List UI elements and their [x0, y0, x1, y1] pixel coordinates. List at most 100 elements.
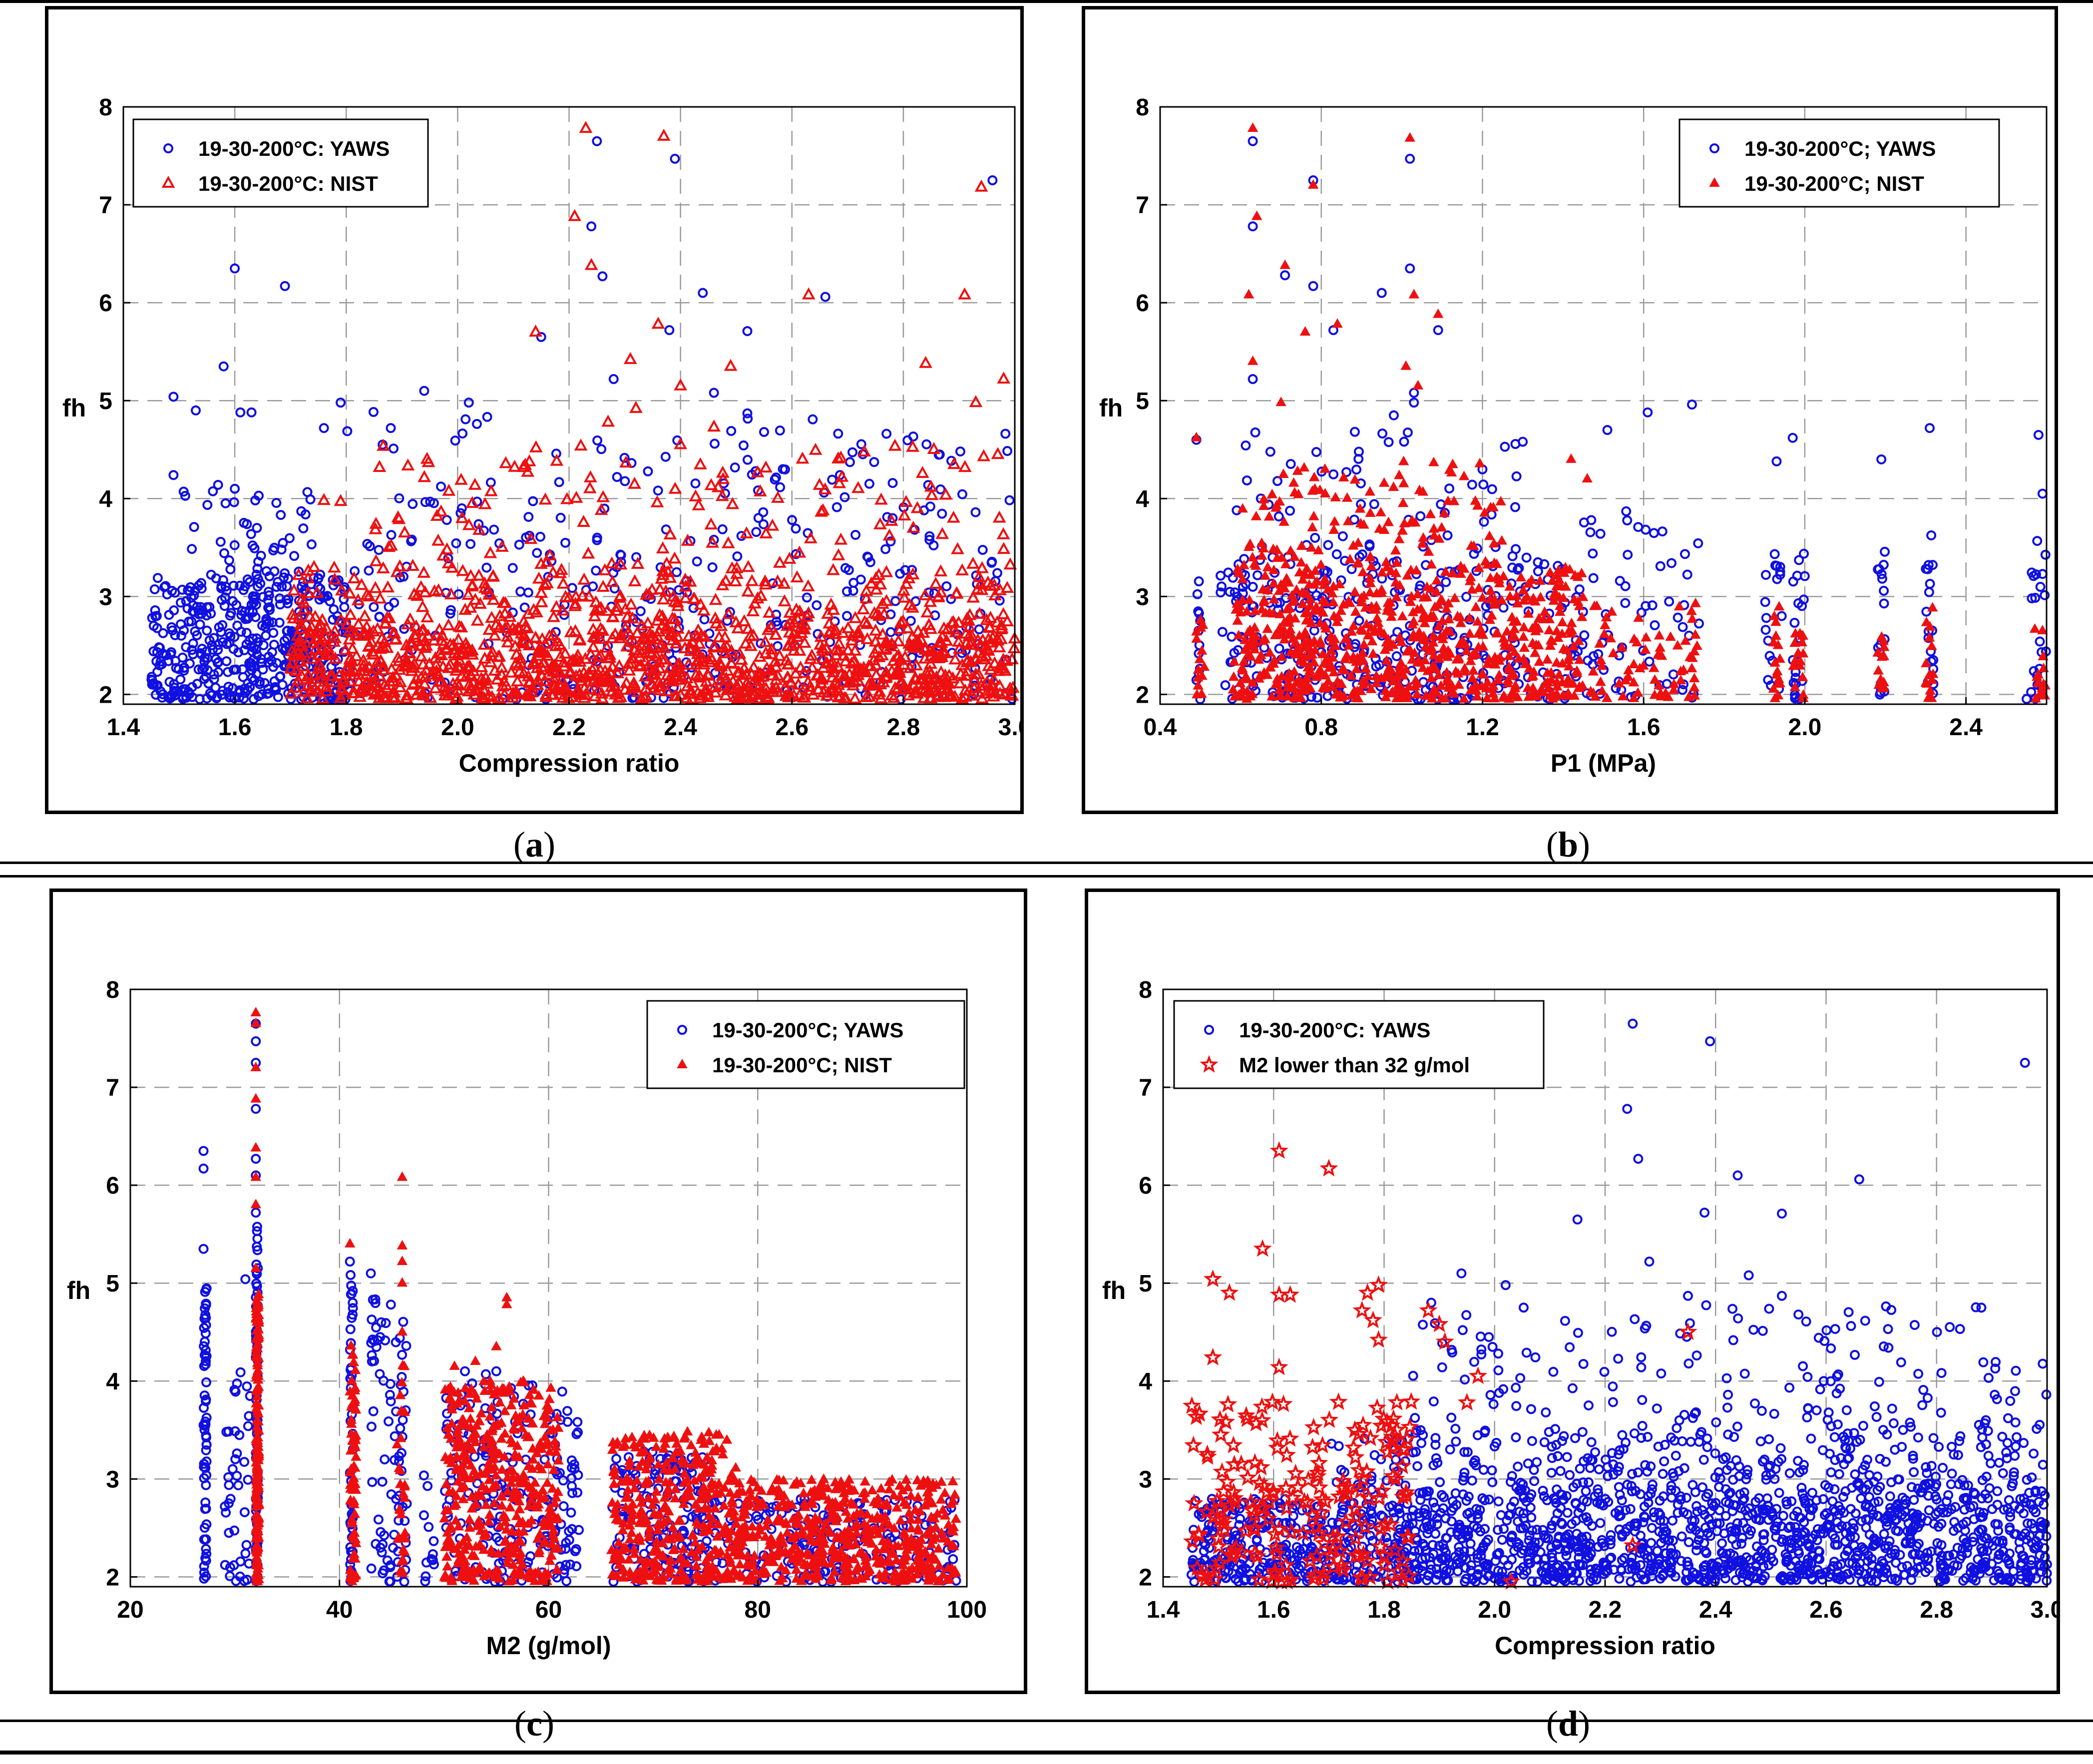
data-point	[147, 613, 157, 623]
data-point	[669, 636, 683, 649]
data-point	[490, 672, 504, 685]
data-point	[1289, 613, 1300, 623]
data-point	[927, 441, 941, 454]
data-point	[1348, 540, 1359, 550]
data-point	[474, 660, 488, 672]
data-point	[643, 466, 653, 476]
data-point	[339, 602, 350, 612]
data-point	[369, 581, 383, 593]
data-point	[1602, 692, 1613, 702]
data-point	[325, 668, 339, 681]
data-point	[282, 626, 292, 636]
data-point	[239, 1576, 250, 1586]
data-point	[217, 620, 228, 630]
y-tick-label: 2	[1136, 682, 1149, 708]
data-point	[668, 551, 682, 564]
data-point	[398, 1415, 408, 1425]
data-point	[1680, 635, 1691, 645]
data-point	[517, 666, 530, 679]
data-point	[243, 1474, 253, 1485]
data-point	[517, 614, 531, 627]
chart-a-svg: 1.41.61.82.02.22.42.62.83.02345678Compre…	[62, 94, 1020, 777]
data-point	[345, 1257, 355, 1267]
data-point	[680, 671, 694, 684]
y-tick-label: 3	[99, 584, 112, 610]
data-point	[1788, 660, 1799, 670]
legend-label: 19-30-200°C; YAWS	[1744, 137, 1936, 160]
data-point	[1299, 607, 1311, 617]
data-point	[366, 1563, 377, 1574]
data-point	[1617, 691, 1629, 701]
data-point	[1328, 581, 1339, 591]
data-point	[868, 634, 882, 647]
data-point	[284, 533, 295, 543]
data-point	[768, 654, 782, 667]
data-point	[432, 622, 446, 635]
data-point	[1568, 641, 1579, 651]
data-point	[440, 542, 454, 555]
data-point	[377, 561, 390, 574]
data-point	[2040, 590, 2050, 600]
data-point	[469, 1451, 480, 1462]
data-point	[503, 609, 517, 622]
data-point	[924, 667, 938, 680]
data-point	[1337, 531, 1348, 541]
data-point	[1518, 584, 1529, 594]
data-point	[1411, 689, 1423, 699]
data-point	[473, 519, 484, 529]
data-point	[790, 570, 804, 583]
data-point	[352, 617, 366, 630]
data-point	[1275, 397, 1286, 407]
data-point	[873, 577, 887, 590]
x-tick-label: 2.8	[887, 714, 920, 741]
data-point	[462, 518, 476, 530]
data-point	[1677, 685, 1687, 695]
data-point	[2030, 693, 2041, 703]
data-point	[371, 1322, 382, 1332]
data-point	[789, 666, 803, 679]
data-point	[1248, 374, 1258, 385]
data-point	[294, 566, 304, 577]
data-point	[571, 1544, 581, 1554]
data-point	[920, 1520, 930, 1530]
x-tick-label: 2.0	[441, 714, 474, 741]
data-point	[1433, 325, 1443, 336]
bottom-rule-1	[0, 1720, 2093, 1722]
data-point	[1431, 687, 1443, 697]
data-point	[778, 464, 788, 474]
data-point	[376, 640, 390, 652]
data-point	[1927, 602, 1938, 612]
data-point	[1588, 687, 1599, 697]
data-point	[591, 565, 601, 576]
data-point	[1526, 574, 1537, 584]
data-point	[588, 581, 598, 592]
data-point	[1328, 667, 1339, 677]
data-point	[631, 556, 645, 569]
middle-rule-2	[0, 875, 2093, 878]
data-point	[987, 556, 997, 567]
data-point	[974, 624, 984, 635]
data-point	[850, 530, 861, 540]
data-point	[460, 1366, 470, 1376]
data-point	[1358, 519, 1369, 529]
data-point	[670, 153, 680, 164]
data-point	[704, 517, 718, 530]
data-point	[212, 692, 222, 702]
data-point	[909, 634, 923, 647]
data-point	[1319, 669, 1331, 679]
data-point	[469, 683, 483, 695]
data-point	[316, 691, 330, 704]
data-point	[213, 657, 224, 667]
data-point	[684, 644, 698, 656]
data-point	[489, 524, 499, 535]
data-point	[1402, 570, 1413, 580]
data-point	[955, 446, 965, 456]
data-point	[538, 674, 551, 687]
data-point	[1254, 673, 1264, 683]
data-point	[238, 585, 249, 595]
data-point	[376, 1317, 387, 1327]
data-point	[233, 1480, 244, 1490]
data-point	[229, 1384, 240, 1395]
data-point	[883, 639, 897, 652]
